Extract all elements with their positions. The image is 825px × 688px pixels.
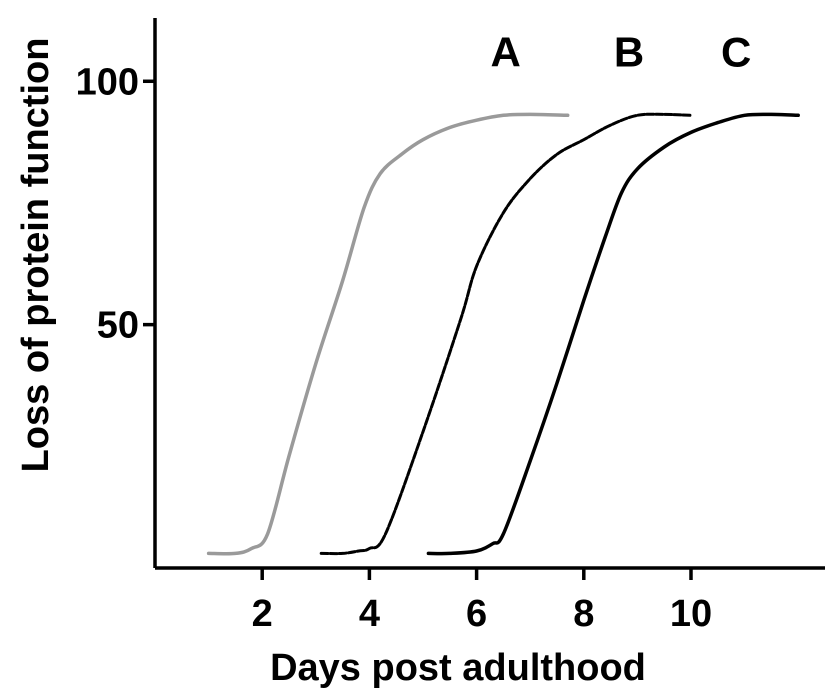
x-tick-label-2: 2 [252,593,273,635]
x-tick-label-4: 4 [359,593,380,635]
x-tick-label-10: 10 [670,593,712,635]
x-tick-label-8: 8 [573,593,594,635]
y-tick-label-50: 50 [97,305,139,347]
series-label-b: B [614,29,644,76]
y-tick-label-100: 100 [76,61,139,103]
series-label-c: C [721,29,751,76]
series-line-a [206,112,570,556]
x-axis-title: Days post adulthood [270,647,646,688]
series-line-c [426,112,800,556]
series-line-b [319,112,693,556]
series-label-a: A [491,29,521,76]
tick-labels-layer: 2 4 6 8 10 50 100 [76,61,713,635]
x-tick-label-6: 6 [466,593,487,635]
ticks-layer [143,79,693,580]
curves-layer [206,112,800,556]
series-labels-layer: A B C [491,29,752,76]
y-axis-title: Loss of protein function [15,38,57,473]
